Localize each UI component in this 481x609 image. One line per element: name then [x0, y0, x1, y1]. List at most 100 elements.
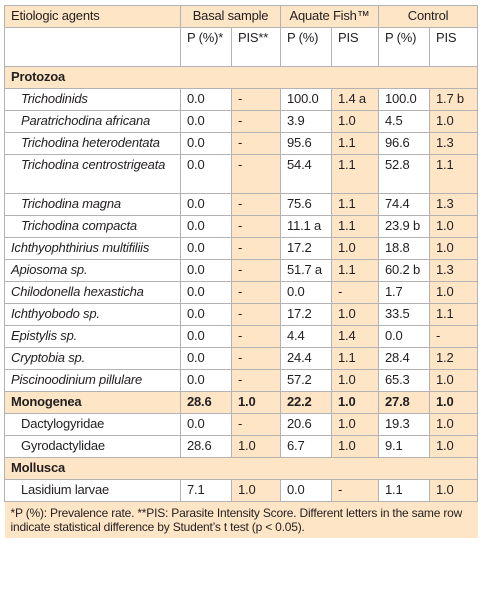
- agent-name: Chilodonella hexasticha: [4, 281, 181, 304]
- table-cell: 1.0: [230, 435, 282, 458]
- table-cell: 1.0: [230, 391, 282, 414]
- agent-name: Ichthyophthirius multifiliis: [4, 237, 181, 260]
- table-cell: 1.3: [429, 132, 479, 155]
- table-row: Trichodina magna 0.0-75.6 1.1 74.4 1.3: [4, 193, 479, 216]
- table-footnote: *P (%): Prevalence rate. **PIS: Parasite…: [4, 501, 478, 538]
- table-cell: 1.1: [331, 193, 380, 216]
- table-cell: 0.0: [180, 347, 232, 370]
- table-cell: 52.8: [378, 154, 431, 194]
- table-row: Dactylogyridae 0.0-20.6 1.0 19.3 1.0: [4, 413, 479, 436]
- table-cell: 0.0: [378, 325, 431, 348]
- table-cell: 1.1: [378, 479, 431, 502]
- table-cell: 27.8: [378, 391, 431, 414]
- table-row: Apiosoma sp. 0.0-51.7 a 1.1 60.2 b 1.3: [4, 259, 479, 282]
- table-cell: 54.4: [280, 154, 333, 194]
- table-cell: 0.0: [280, 281, 333, 304]
- table-cell: 0.0: [180, 193, 232, 216]
- agent-name: Paratrichodina africana: [4, 110, 181, 133]
- table-cell: 17.2: [280, 303, 333, 326]
- table-cell: 18.8: [378, 237, 431, 260]
- table-cell: -: [230, 369, 282, 392]
- table-cell: 1.3: [429, 259, 479, 282]
- table-cell: 6.7: [280, 435, 333, 458]
- table-cell: 1.1: [331, 215, 380, 238]
- table-cell: -: [331, 479, 380, 502]
- category-row: Mollusca: [3, 457, 479, 480]
- table-cell: -: [230, 281, 282, 304]
- table-cell: -: [230, 110, 282, 133]
- table-cell: 0.0: [180, 413, 232, 436]
- parasite-table: Etiologic agents Basal sample Aquate Fis…: [3, 5, 479, 538]
- header-group-basal: Basal sample: [179, 5, 282, 28]
- table-row: Lasidium larvae 7.1 1.0 0.0-1.1 1.0: [4, 479, 479, 502]
- table-cell: 0.0: [180, 259, 232, 282]
- table-cell: 1.0: [429, 215, 479, 238]
- category-row: Monogenea 28.6 1.0 22.2 1.0 27.8 1.0: [4, 391, 479, 414]
- table-cell: 1.2: [429, 347, 479, 370]
- table-cell: 0.0: [180, 369, 232, 392]
- agent-name: Trichodina centrostrigeata: [4, 154, 181, 194]
- table-cell: -: [230, 154, 282, 194]
- table-cell: -: [230, 215, 282, 238]
- header-etiologic-agents: Etiologic agents: [4, 5, 181, 28]
- table-cell: 0.0: [180, 303, 232, 326]
- table-cell: 96.6: [378, 132, 431, 155]
- table-cell: 11.1 a: [280, 215, 333, 238]
- table-cell: 7.1: [180, 479, 232, 502]
- table-cell: 1.0: [429, 281, 479, 304]
- table-cell: 22.2: [280, 391, 333, 414]
- table-cell: 0.0: [180, 215, 232, 238]
- parasite-table-container: Etiologic agents Basal sample Aquate Fis…: [3, 5, 479, 538]
- table-cell: 100.0: [378, 88, 431, 111]
- table-cell: 9.1: [378, 435, 431, 458]
- table-row: Trichodina heterodentata 0.0-95.6 1.1 96.6 1…: [4, 132, 479, 155]
- header-aquate-pis: PIS: [331, 27, 380, 67]
- table-cell: -: [331, 281, 380, 304]
- table-cell: -: [230, 132, 282, 155]
- table-cell: 0.0: [180, 325, 232, 348]
- table-cell: 1.1: [331, 154, 380, 194]
- table-row: Trichodina compacta 0.0-11.1 a 1.1 23.9 b 1.…: [4, 215, 479, 238]
- header-control-pis: PIS: [429, 27, 479, 67]
- table-cell: 1.1: [331, 132, 380, 155]
- agent-name: Lasidium larvae: [4, 479, 181, 502]
- table-row: Trichodina centrostrigeata 0.0-54.4 1.1 52.…: [4, 154, 479, 194]
- table-cell: 75.6: [280, 193, 333, 216]
- table-cell: 1.0: [331, 237, 380, 260]
- table-cell: -: [230, 413, 282, 436]
- table-cell: -: [429, 325, 479, 348]
- header-group-control: Control: [378, 5, 479, 28]
- header-basal-p: P (%)*: [180, 27, 232, 67]
- table-cell: 0.0: [180, 132, 232, 155]
- table-cell: 1.1: [429, 154, 479, 194]
- agent-name: Dactylogyridae: [4, 413, 181, 436]
- agent-name: Trichodina heterodentata: [4, 132, 181, 155]
- table-cell: 1.0: [331, 391, 380, 414]
- header-blank-cell: [4, 27, 181, 67]
- table-cell: 95.6: [280, 132, 333, 155]
- table-cell: 4.5: [378, 110, 431, 133]
- table-cell: -: [230, 303, 282, 326]
- table-cell: 17.2: [280, 237, 333, 260]
- table-row: Piscinoodinium pillulare 0.0-57.2 1.0 65.3 1…: [4, 369, 479, 392]
- table-cell: 0.0: [180, 154, 232, 194]
- table-cell: 1.1: [429, 303, 479, 326]
- table-row: Gyrodactylidae 28.6 1.0 6.7 1.0 9.1 1.0: [4, 435, 479, 458]
- header-control-p: P (%): [378, 27, 431, 67]
- category-row: Protozoa: [3, 66, 479, 89]
- table-cell: 0.0: [180, 88, 232, 111]
- table-cell: 3.9: [280, 110, 333, 133]
- header-basal-pis: PIS**: [230, 27, 282, 67]
- category-label: Protozoa: [3, 66, 479, 89]
- table-row: Cryptobia sp. 0.0-24.4 1.1 28.4 1.2: [4, 347, 479, 370]
- agent-name: Cryptobia sp.: [4, 347, 181, 370]
- header-row-groups: Etiologic agents Basal sample Aquate Fis…: [4, 5, 479, 28]
- table-cell: 0.0: [180, 110, 232, 133]
- header-row-metrics: P (%)* PIS** P (%) PIS P (%) PIS: [4, 27, 479, 67]
- category-label: Monogenea: [4, 391, 181, 414]
- table-cell: 1.7 b: [429, 88, 479, 111]
- table-cell: 1.0: [230, 479, 282, 502]
- table-cell: 28.4: [378, 347, 431, 370]
- table-cell: 28.6: [180, 391, 232, 414]
- agent-name: Trichodinids: [4, 88, 181, 111]
